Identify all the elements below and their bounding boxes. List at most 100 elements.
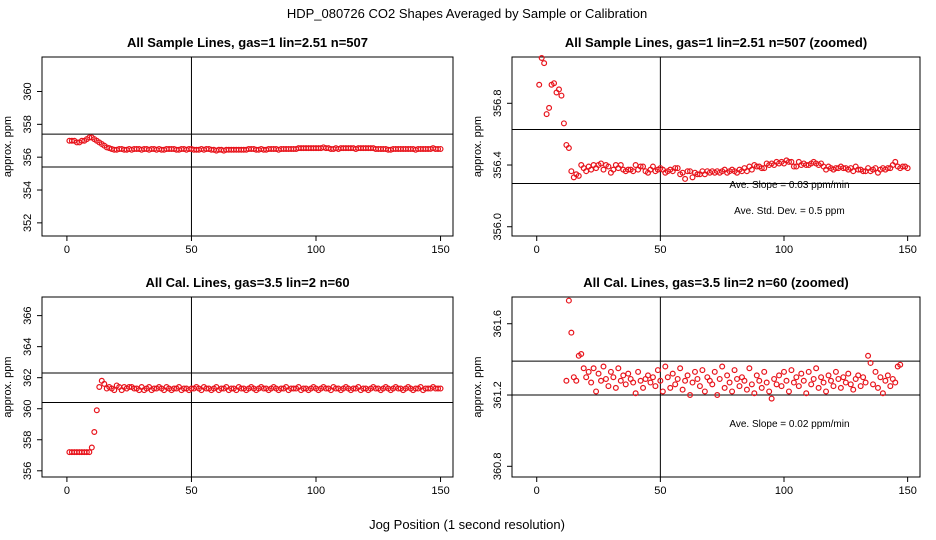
data-point — [694, 171, 701, 178]
data-point — [724, 372, 731, 379]
panel-annotation: Ave. Std. Dev. = 0.5 ppm — [734, 206, 845, 217]
data-point — [729, 388, 736, 395]
data-point — [437, 145, 444, 152]
data-point — [721, 384, 728, 391]
data-point — [865, 352, 872, 359]
panel-title: All Sample Lines, gas=1 lin=2.51 n=507 (… — [565, 35, 867, 50]
data-point — [870, 381, 877, 388]
data-point — [758, 384, 765, 391]
x-tick-label: 50 — [654, 244, 666, 256]
data-point — [437, 385, 444, 392]
y-axis-label: approx. ppm — [472, 116, 484, 177]
data-point — [855, 372, 862, 379]
data-point — [595, 370, 602, 377]
y-axis-label: approx. ppm — [2, 116, 14, 177]
data-point — [91, 429, 98, 436]
data-point — [654, 367, 661, 374]
data-point — [617, 162, 624, 169]
data-point — [96, 384, 103, 391]
data-point — [560, 120, 567, 127]
data-point — [151, 385, 158, 392]
data-point — [748, 166, 755, 173]
data-point — [350, 385, 357, 392]
data-point — [131, 385, 138, 392]
data-point — [679, 386, 686, 393]
data-point — [691, 368, 698, 375]
data-point — [625, 370, 632, 377]
data-point — [600, 363, 607, 370]
main-title: HDP_080726 CO2 Shapes Averaged by Sample… — [287, 6, 647, 21]
data-point — [879, 390, 886, 397]
data-point — [632, 390, 639, 397]
data-point — [395, 385, 402, 392]
y-axis-label: approx. ppm — [2, 356, 14, 417]
data-point — [260, 385, 267, 392]
data-point — [278, 385, 285, 392]
x-tick-label: 50 — [185, 485, 197, 497]
y-axis-label: approx. ppm — [472, 356, 484, 417]
panel-title: All Sample Lines, gas=1 lin=2.51 n=507 — [127, 35, 368, 50]
data-point — [565, 297, 572, 304]
data-point — [290, 385, 297, 392]
data-point — [568, 168, 575, 175]
data-point — [632, 162, 639, 169]
data-point — [837, 384, 844, 391]
data-point — [835, 375, 842, 382]
data-point — [372, 385, 379, 392]
data-point — [536, 81, 543, 88]
data-point — [818, 374, 825, 381]
data-point — [803, 390, 810, 397]
data-point — [825, 372, 832, 379]
data-point — [647, 379, 654, 386]
data-point — [607, 368, 614, 375]
x-tick-label: 150 — [431, 485, 449, 497]
data-point — [637, 163, 644, 170]
data-point — [672, 165, 679, 172]
x-tick-label: 0 — [64, 244, 70, 256]
data-point — [845, 370, 852, 377]
data-point — [546, 104, 553, 111]
data-point — [635, 368, 642, 375]
data-point — [659, 388, 666, 395]
data-point — [588, 379, 595, 386]
data-point — [808, 381, 815, 388]
data-point — [805, 368, 812, 375]
data-point — [850, 386, 857, 393]
data-point — [684, 168, 691, 175]
data-point — [719, 363, 726, 370]
data-point — [771, 375, 778, 382]
data-point — [575, 172, 582, 179]
data-point — [126, 384, 133, 391]
y-tick-label: 362 — [22, 369, 34, 387]
data-point — [860, 374, 867, 381]
data-point — [778, 383, 785, 390]
data-point — [793, 374, 800, 381]
data-point — [640, 384, 647, 391]
data-point — [684, 372, 691, 379]
x-tick-label: 150 — [898, 485, 916, 497]
data-point — [664, 374, 671, 381]
plot-frame — [511, 296, 921, 478]
data-point — [877, 374, 884, 381]
data-point — [682, 377, 689, 384]
data-point — [776, 372, 783, 379]
data-point — [790, 163, 797, 170]
y-tick-label: 366 — [22, 306, 34, 324]
data-point — [86, 134, 93, 141]
data-point — [714, 392, 721, 399]
data-series — [66, 134, 444, 154]
data-point — [228, 385, 235, 392]
data-point — [823, 388, 830, 395]
data-point — [768, 395, 775, 402]
data-point — [746, 365, 753, 372]
data-point — [649, 374, 656, 381]
y-tick-label: 354 — [22, 181, 34, 199]
x-tick-label: 150 — [898, 244, 916, 256]
data-point — [412, 385, 419, 392]
y-tick-label: 361.6 — [492, 310, 504, 338]
data-point — [751, 390, 758, 397]
data-point — [300, 385, 307, 392]
data-point — [649, 163, 656, 170]
plot-frame — [511, 56, 921, 237]
data-point — [696, 383, 703, 390]
